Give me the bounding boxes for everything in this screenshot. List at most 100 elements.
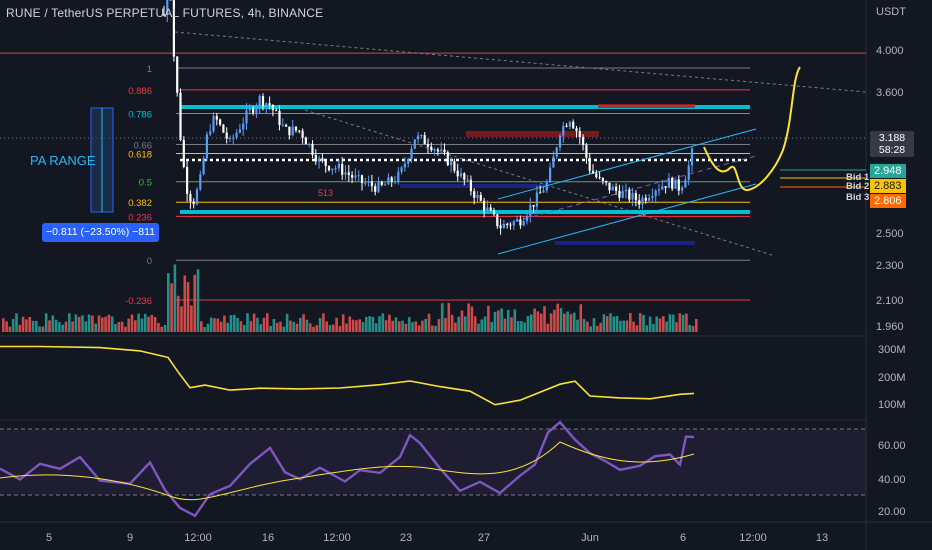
volume-bar	[582, 319, 586, 332]
candle-body	[450, 161, 453, 166]
candle-body	[509, 224, 512, 226]
volume-bar	[2, 318, 5, 332]
candle-body	[209, 131, 212, 135]
volume-profile-label: 513	[318, 188, 333, 198]
volume-bar	[77, 316, 81, 332]
volume-bar	[490, 321, 493, 332]
volume-bar	[431, 325, 434, 332]
volume-bar	[137, 313, 140, 332]
rsi-tick: 20.00	[878, 506, 906, 518]
candle-body	[364, 182, 367, 184]
volume-bar	[513, 309, 517, 332]
volume-bar	[648, 316, 652, 332]
volume-bar	[464, 316, 467, 332]
fib-level-label: -0.236	[125, 296, 152, 307]
candle-body	[321, 158, 324, 161]
candle-body	[199, 174, 202, 190]
volume-bar	[533, 308, 536, 332]
volume-bar	[110, 316, 114, 332]
candle-body	[588, 157, 591, 171]
channel-lower	[497, 183, 757, 255]
volume-bar	[104, 316, 107, 332]
volume-bar	[599, 322, 602, 332]
volume-bar	[196, 269, 200, 332]
volume-bar	[625, 320, 629, 332]
candle-body	[466, 179, 469, 181]
volume-bar	[41, 326, 45, 332]
volume-bar	[21, 316, 25, 332]
volume-bar	[318, 317, 322, 332]
candle-body	[268, 103, 271, 106]
volume-bar	[437, 319, 441, 332]
volume-bar	[675, 322, 678, 332]
volume-bar	[345, 323, 348, 332]
time-tick: 12:00	[739, 532, 767, 544]
candle-body	[496, 214, 499, 227]
volume-bar	[572, 312, 576, 332]
volume-bar	[180, 306, 183, 332]
volume-bar	[61, 324, 64, 332]
candle-body	[644, 197, 647, 201]
candle-body	[446, 152, 449, 166]
volume-bar	[147, 316, 150, 332]
candle-body	[228, 138, 232, 140]
price-tick: 4.000	[876, 45, 904, 57]
candle-body	[529, 205, 532, 216]
volume-bar	[11, 319, 15, 332]
volume-bar	[74, 314, 78, 332]
candle-body	[390, 177, 393, 182]
volume-bar	[94, 323, 97, 332]
volume-bar	[388, 314, 391, 332]
volume-bar	[358, 319, 361, 332]
candle-body	[674, 179, 677, 189]
volume-bar	[176, 295, 180, 332]
candle-body	[641, 197, 644, 205]
candle-body	[539, 192, 542, 194]
candle-body	[690, 148, 694, 166]
candle-body	[565, 125, 568, 127]
volume-bar	[351, 319, 355, 332]
candle-body	[572, 121, 575, 129]
rsi-indicator	[0, 420, 866, 518]
volume-bar	[91, 315, 94, 332]
axes: 4.0003.6002.5002.3002.1001.960300M200M10…	[46, 45, 906, 544]
bid-2-price: 2.883	[870, 179, 906, 193]
candle-body	[512, 221, 515, 226]
volume-bar	[209, 317, 213, 332]
candle-body	[255, 106, 258, 113]
candle-body	[202, 158, 205, 175]
volume-bar	[242, 325, 246, 332]
zone-box	[555, 241, 695, 245]
candle-body	[483, 200, 486, 211]
candle-body	[304, 137, 307, 145]
volume-bar	[150, 314, 154, 332]
volume-bar	[246, 313, 249, 332]
candle-body	[555, 147, 558, 157]
candle-body	[657, 189, 661, 191]
candle-body	[308, 143, 311, 145]
volume-bar	[226, 322, 229, 332]
obv-indicator	[0, 345, 695, 406]
volume-bar	[312, 326, 315, 332]
candle-body	[331, 168, 334, 171]
fib-level-label: 1	[147, 64, 152, 75]
candle-body	[261, 96, 265, 107]
volume-bar	[289, 320, 292, 332]
volume-bar	[8, 326, 12, 332]
volume-bar	[200, 321, 203, 332]
volume-bar	[219, 321, 223, 332]
volume-bar	[434, 325, 437, 332]
volume-tick: 200M	[878, 372, 906, 384]
volume-bar	[256, 317, 259, 332]
volume-bar	[206, 323, 210, 332]
volume-bar	[470, 306, 474, 332]
candle-body	[476, 194, 479, 198]
volume-bar	[338, 326, 342, 332]
candle-body	[393, 181, 397, 183]
volume-bar	[629, 313, 632, 332]
price-tick: 2.300	[876, 260, 904, 272]
volume-bar	[671, 314, 675, 332]
candles	[162, 0, 694, 235]
candle-body	[605, 180, 608, 183]
time-tick: 6	[680, 532, 686, 544]
